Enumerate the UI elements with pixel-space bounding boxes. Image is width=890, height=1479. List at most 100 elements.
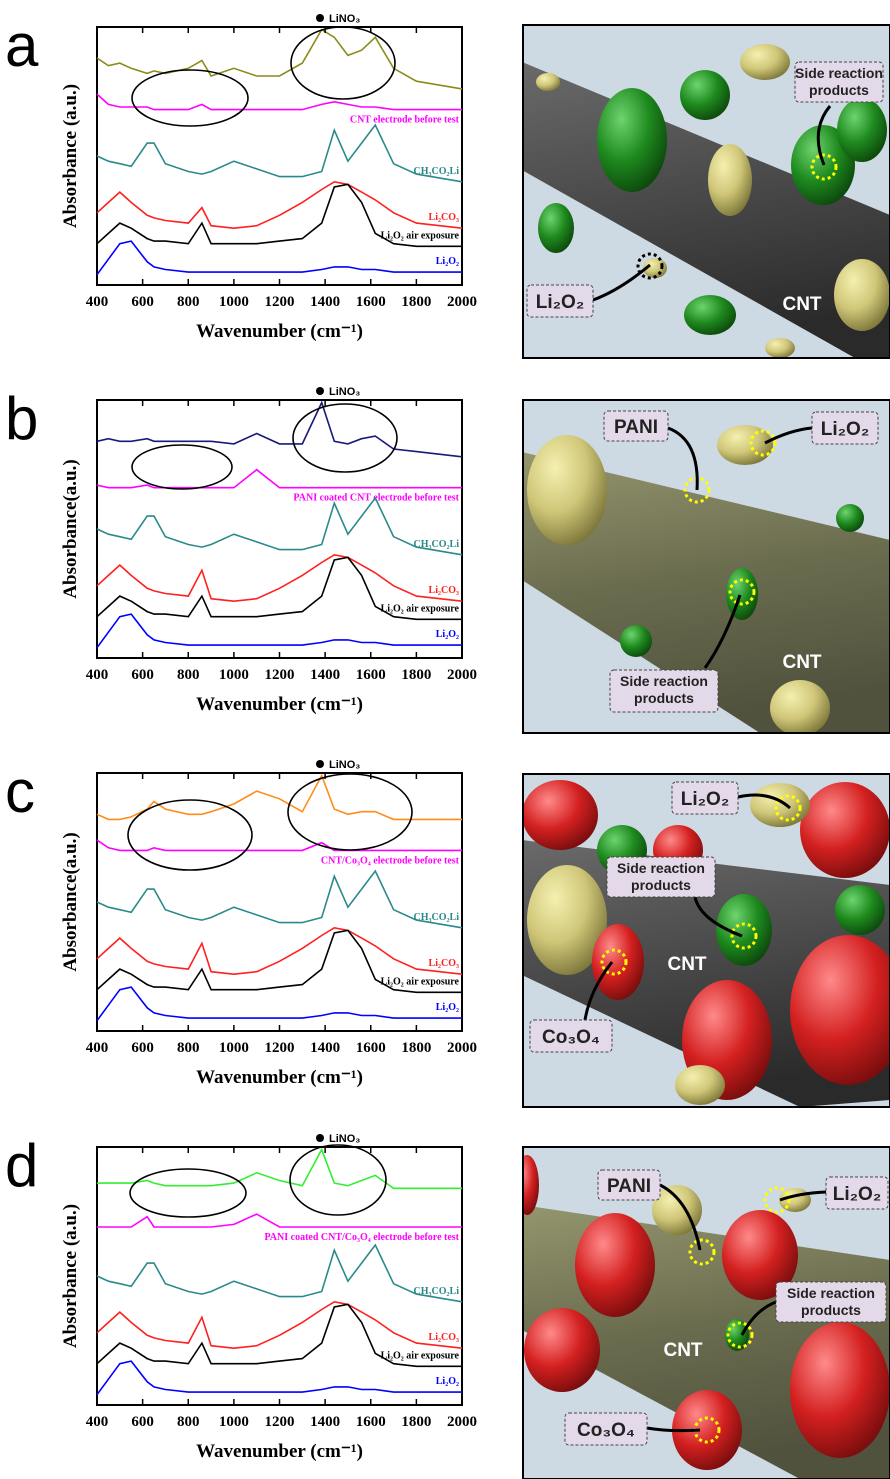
x-tick-label: 400 (86, 667, 109, 683)
x-tick-label: 1600 (356, 1414, 386, 1430)
x-tick-label: 1000 (219, 1040, 249, 1056)
series-label: Li₂O₂ (436, 1002, 459, 1013)
particle (765, 338, 795, 358)
x-tick-label: 1200 (265, 667, 295, 683)
spectrum-line (97, 1150, 462, 1189)
particle (740, 44, 790, 80)
highlight-ellipse (130, 1169, 246, 1217)
particle (717, 425, 773, 465)
schematic-label: Co₃O₄ (577, 1420, 635, 1441)
x-tick-label: 600 (131, 667, 154, 683)
schematic-label: PANI (614, 417, 658, 438)
particle (837, 98, 887, 162)
x-tick-label: 1400 (310, 1040, 340, 1056)
schematic: Side reactionproductsLi₂O₂CNT (522, 25, 890, 358)
series-label: Li₂CO₃ (429, 1332, 459, 1343)
schematic-label: Li₂O₂ (833, 1184, 882, 1205)
x-tick-label: 800 (177, 294, 200, 310)
annotation: LiNO₃ (329, 386, 360, 398)
particle (675, 1065, 725, 1105)
x-tick-label: 1000 (219, 667, 249, 683)
panel-letter: a (5, 12, 39, 79)
plot-frame (97, 1147, 462, 1405)
annotation: LiNO₃ (329, 13, 360, 25)
x-tick-label: 400 (86, 1414, 109, 1430)
x-axis-label: Wavenumber (cm⁻¹) (196, 1441, 363, 1462)
panel-letter: c (5, 758, 35, 825)
x-tick-label: 600 (131, 294, 154, 310)
x-tick-label: 2000 (447, 1414, 477, 1430)
plot-frame (97, 773, 462, 1031)
x-tick-label: 1000 (219, 294, 249, 310)
x-tick-label: 1000 (219, 1414, 249, 1430)
annotation-dot (316, 14, 324, 22)
schematic-label: Co₃O₄ (542, 1027, 600, 1048)
schematic-label: CNT (663, 1340, 702, 1361)
schematic-label: Side reaction (620, 673, 708, 689)
highlight-ellipse (288, 774, 412, 850)
schematic-label: products (809, 82, 869, 98)
series-label: Li₂O₂ air exposure (381, 230, 460, 241)
schematic-label: Side reaction (617, 860, 705, 876)
highlight-ellipse (132, 70, 248, 126)
schematic-label: CNT (667, 954, 706, 975)
particle (836, 504, 864, 532)
particle (592, 924, 644, 1000)
spectrum-line (97, 928, 462, 974)
particle (800, 782, 890, 878)
x-tick-label: 800 (177, 1040, 200, 1056)
schematic-label: PANI (607, 1176, 651, 1197)
particle (538, 203, 574, 253)
highlight-ellipse (293, 404, 397, 472)
x-tick-label: 1200 (265, 294, 295, 310)
spectrum-line (97, 182, 462, 228)
particle (708, 144, 752, 216)
series-label: CH₃CO₂Li (414, 166, 460, 177)
y-axis-label: Absorbance(a.u.) (60, 459, 81, 598)
schematic-label: Side reaction (787, 1285, 875, 1301)
page: aCNT electrode before testCH₃CO₂LiLi₂CO₃… (0, 0, 890, 1479)
x-tick-label: 800 (177, 1414, 200, 1430)
spectrum-line (97, 241, 462, 275)
x-tick-label: 1600 (356, 294, 386, 310)
x-tick-label: 1200 (265, 1040, 295, 1056)
y-axis-label: Absorbance (a.u.) (60, 84, 81, 228)
schematic-label: CNT (782, 294, 821, 315)
series-label: PANI coated CNT/Co₃O₄ electrode before t… (264, 1232, 459, 1243)
particle (770, 680, 830, 736)
particle (536, 73, 560, 91)
x-tick-label: 1400 (310, 667, 340, 683)
particle (790, 1322, 890, 1458)
schematic-label: Li₂O₂ (536, 292, 585, 313)
x-tick-label: 2000 (447, 1040, 477, 1056)
series-label: Li₂O₂ (436, 256, 459, 267)
spectrum-line (97, 1245, 462, 1302)
x-tick-label: 1400 (310, 1414, 340, 1430)
plot-frame (97, 400, 462, 658)
particle (527, 435, 607, 545)
annotation-dot (316, 387, 324, 395)
spectrum-line (97, 125, 462, 182)
series-label: Li₂CO₃ (429, 958, 459, 969)
x-tick-label: 1600 (356, 667, 386, 683)
x-axis-label: Wavenumber (cm⁻¹) (196, 694, 363, 715)
series-label: CH₃CO₂Li (414, 912, 460, 923)
series-label: Li₂O₂ (436, 629, 459, 640)
x-tick-label: 1800 (401, 667, 431, 683)
series-label: CH₃CO₂Li (414, 539, 460, 550)
schematic-label: products (801, 1302, 861, 1318)
x-tick-label: 2000 (447, 667, 477, 683)
plot-frame (97, 27, 462, 285)
annotation: LiNO₃ (329, 759, 360, 771)
series-label: Li₂O₂ air exposure (381, 1350, 460, 1361)
series-label: CNT/Co₃O₄ electrode before test (321, 855, 460, 866)
annotation-dot (316, 1134, 324, 1142)
x-tick-label: 800 (177, 667, 200, 683)
particle (575, 1213, 655, 1317)
y-axis-label: Absorbance(a.u.) (60, 832, 81, 971)
series-label: Li₂O₂ air exposure (381, 976, 460, 987)
spectrum-line (97, 871, 462, 928)
annotation: LiNO₃ (329, 1133, 360, 1145)
